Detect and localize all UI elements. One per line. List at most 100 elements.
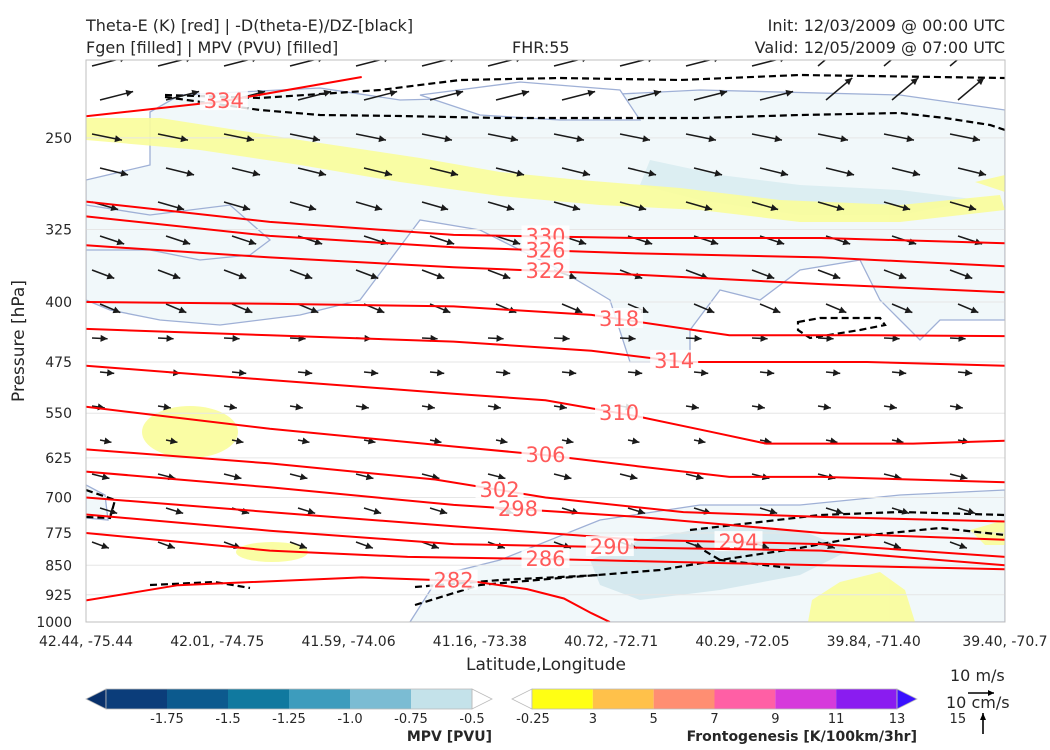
fgen-colorbar-min-extend [511, 688, 533, 710]
wind-vector-head [318, 169, 327, 177]
y-tick-label: 400 [45, 295, 72, 311]
wind-vector [91, 60, 119, 67]
vector-key-horizontal-label: 10 m/s [950, 666, 1005, 685]
wind-vector-head [365, 473, 374, 481]
wind-vector-head [629, 473, 638, 481]
theta-e-label-bg [521, 260, 570, 281]
wind-vector-head [710, 238, 719, 246]
x-tick-label: 42.01, -74.75 [170, 634, 264, 650]
wind-vector-head [904, 306, 913, 314]
wind-vector [949, 60, 959, 67]
fgen-colorbar-segment [714, 689, 776, 709]
y-tick-label: 925 [45, 588, 72, 604]
wind-vector-head [244, 306, 253, 314]
wind-vector-head [648, 169, 657, 177]
fgen-colorbar-tick: 7 [710, 712, 718, 727]
wind-vector-head [587, 89, 596, 97]
wind-vector-head [493, 403, 501, 411]
wind-vector-head [252, 60, 256, 63]
wind-vector-head [502, 272, 511, 280]
theta-e-label-322: 322 [525, 259, 565, 283]
x-axis-ticks: 42.44, -75.44 42.01, -74.75 41.59, -74.06 4… [39, 634, 1048, 650]
plot-content: 3343303263223183143103063022982942902862… [86, 60, 1005, 622]
wind-vector [751, 60, 779, 67]
wind-vector-head [176, 204, 185, 211]
wind-vector-head [101, 542, 109, 550]
mpv-colorbar-tick: -0.25 [516, 712, 550, 727]
wind-vector-head [628, 334, 636, 342]
wind-vector-head [976, 77, 985, 86]
wind-vector-head [114, 135, 122, 143]
wind-vector-head [116, 238, 125, 246]
theta-e-label-bg [521, 548, 570, 569]
wind-vector-head [106, 369, 115, 377]
theta-e-label-bg [595, 307, 644, 328]
wind-vector-head [304, 369, 313, 377]
fgen-colorbar-tick: 15 [950, 712, 967, 727]
wind-vector-head [823, 403, 831, 411]
theta-e-label-290: 290 [590, 535, 630, 559]
wind-vector-head [506, 204, 515, 211]
wind-vector-head [110, 204, 119, 211]
x-axis-label: Latitude,Longitude [466, 655, 626, 675]
wind-vector-head [120, 60, 124, 63]
wind-vector-head [906, 135, 914, 143]
wind-vector-head [695, 542, 703, 550]
theta-e-label-326: 326 [525, 238, 565, 262]
wind-vector-head [898, 272, 907, 280]
theta-e-label-bg [714, 531, 763, 552]
fgen-colorbar-max-extend [896, 688, 918, 710]
wind-vector-head [242, 204, 251, 211]
wind-vector-head [769, 507, 778, 515]
wind-vector-head [238, 369, 247, 377]
wind-vector-head [576, 135, 584, 143]
x-tick-label: 39.84, -71.40 [827, 634, 921, 650]
wind-vector-head [901, 507, 910, 515]
wind-vector-head [361, 403, 369, 411]
theta-e-label-bg [650, 349, 699, 370]
theta-e-label-bg [429, 569, 478, 590]
theta-e-label-334: 334 [204, 89, 244, 113]
theta-e-label-318: 318 [599, 307, 639, 331]
wind-vector-head [446, 238, 455, 246]
wind-vector-head [964, 272, 973, 280]
wind-vector-head [299, 473, 308, 481]
wind-vector-head [780, 60, 784, 63]
mpv-colorbar-tick: -1.0 [337, 712, 362, 727]
wind-vector-head [186, 169, 195, 177]
wind-vector-head [450, 60, 454, 63]
theta-e-label-306: 306 [525, 443, 565, 467]
wind-vector-head [838, 306, 847, 314]
y-tick-label: 775 [45, 526, 72, 542]
wind-vector-head [893, 542, 901, 550]
wind-vector-head [516, 60, 520, 63]
wind-vector-head [638, 204, 647, 211]
wind-vector-head [180, 135, 188, 143]
mpv-colorbar: -1.75 -1.5 -1.25 -1.0 -0.75 -0.5 -0.25 [85, 688, 550, 727]
wind-vector-head [374, 204, 383, 211]
wind-vector-head [499, 437, 508, 445]
wind-vector-head [235, 437, 244, 445]
wind-vector-head [307, 507, 316, 515]
mpv-colorbar-label: MPV [PVU] [407, 729, 492, 745]
wind-vector-head [510, 135, 518, 143]
fgen-blob-surface [808, 572, 915, 622]
fgen-colorbar-segment [836, 689, 897, 709]
wind-vector-head [370, 272, 379, 280]
wind-vector-head [516, 169, 525, 177]
fgen-colorbar-tick: 5 [650, 712, 658, 727]
wind-vector-head [694, 334, 702, 342]
fgen-blob-700 [142, 406, 238, 458]
wind-vector-head [120, 169, 129, 177]
wind-vector-head [442, 306, 451, 314]
wind-vector-head [959, 473, 968, 481]
x-tick-label: 39.40, -70.7 [962, 634, 1047, 650]
wind-vector-head [512, 238, 521, 246]
wind-vector-head [314, 238, 323, 246]
wind-vector-head [376, 306, 385, 314]
wind-vector-head [439, 507, 448, 515]
wind-vector-head [496, 334, 504, 342]
x-tick-label: 41.16, -73.38 [433, 634, 527, 650]
fgen-colorbar-tick: 13 [889, 712, 906, 727]
wind-vector [421, 60, 449, 67]
